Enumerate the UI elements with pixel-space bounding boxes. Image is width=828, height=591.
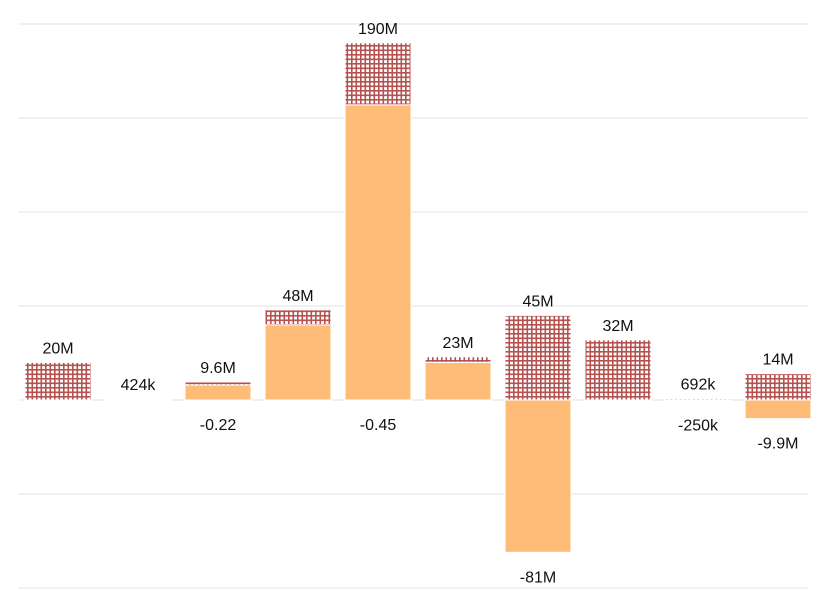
bar-segment-series-2[interactable] [744,373,812,401]
bar-segment-series-2[interactable] [264,309,332,326]
bar-segment-series-1[interactable] [744,399,812,420]
negative-total-label: -81M [520,569,556,586]
positive-total-label: 692k [681,377,717,394]
positive-total-label: 23M [442,335,473,352]
positive-total-label: 190M [358,21,398,38]
bar-segment-series-2[interactable] [664,398,732,401]
bar-segment-series-1[interactable] [424,361,492,401]
positive-total-label: 14M [762,352,793,369]
positive-total-label: 45M [522,293,553,310]
positive-total-label: 424k [121,377,157,394]
bar-segment-series-2[interactable] [504,314,572,401]
negative-total-label: -9.9M [758,436,799,453]
negative-total-label: -250k [678,417,719,434]
bar-segment-series-2[interactable] [584,339,652,401]
positive-total-label: 48M [282,288,313,305]
negative-total-label: -0.22 [200,417,237,434]
bar-segment-series-2[interactable] [344,42,412,106]
bar-segment-series-1[interactable] [264,324,332,401]
bar-segment-series-2[interactable] [184,381,252,386]
bar-segment-series-2[interactable] [424,356,492,363]
positive-total-label: 20M [42,340,73,357]
positive-total-label: 9.6M [200,360,236,377]
positive-total-label: 32M [602,318,633,335]
negative-total-label: -0.45 [360,417,397,434]
bar-segment-series-1[interactable] [104,398,172,401]
bar-segment-series-2[interactable] [24,361,92,401]
bar-segment-series-1[interactable] [184,384,252,401]
bar-segment-series-1[interactable] [504,399,572,553]
bar-segment-series-1[interactable] [344,104,412,401]
